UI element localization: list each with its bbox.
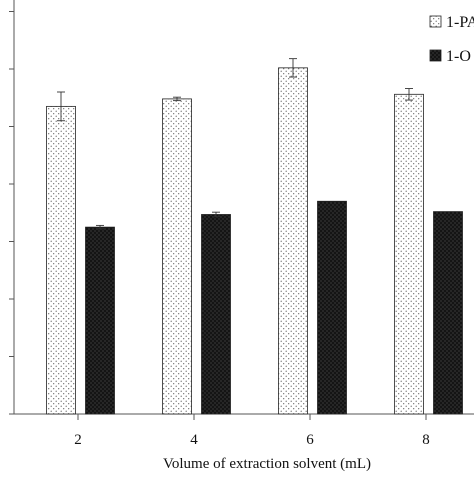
- bar-series-2: [201, 214, 231, 415]
- legend-label: 1-O: [446, 48, 471, 65]
- legend-swatch: [429, 49, 442, 62]
- x-tick-label: 2: [74, 432, 82, 448]
- bar-series-2: [433, 211, 463, 415]
- bar-series-1: [162, 98, 192, 415]
- bar-series-2: [85, 226, 115, 415]
- bar-series-1: [46, 105, 76, 415]
- x-tick-labels: 2 4 6 8: [74, 432, 430, 448]
- x-tick-label: 6: [306, 432, 314, 448]
- legend-label: 1-PA: [446, 14, 474, 31]
- bar-series-1: [394, 93, 424, 415]
- legend-swatch: [429, 15, 442, 28]
- bar-series-2: [317, 200, 347, 415]
- bar-series-1: [278, 67, 308, 415]
- error-bars-group: [57, 58, 413, 230]
- bars-group: [46, 67, 463, 415]
- legend: 1-PA 1-O: [429, 14, 474, 65]
- x-tick-label: 8: [422, 432, 430, 448]
- x-axis-label: Volume of extraction solvent (mL): [163, 456, 371, 472]
- x-tick-label: 4: [190, 432, 198, 448]
